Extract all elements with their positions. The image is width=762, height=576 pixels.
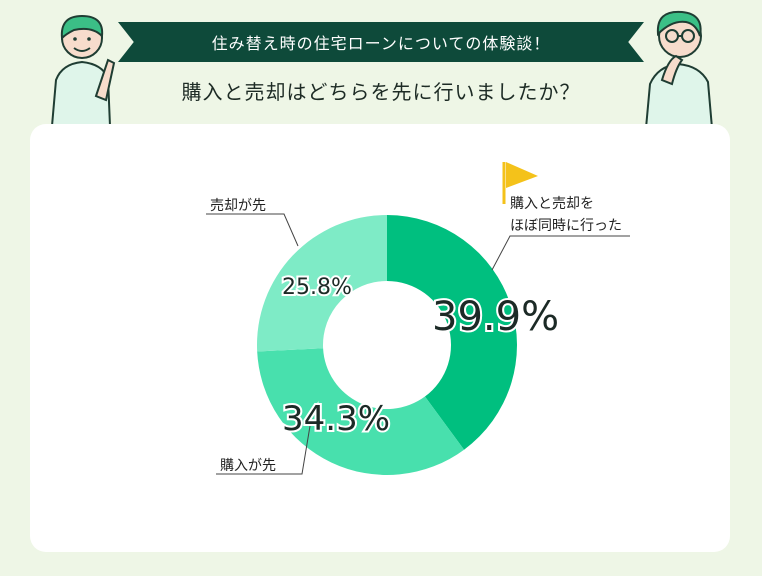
label-purchase-first: 購入が先 xyxy=(220,458,276,474)
chart-panel: 購入と売却を ほぼ同時に行った 購入が先 売却が先 39.9% 34.3% 25… xyxy=(30,124,730,552)
slice-sale-first xyxy=(257,215,387,352)
banner-text: 住み替え時の住宅ローンについての体験談！ xyxy=(211,34,551,53)
slice-simultaneous xyxy=(387,215,517,450)
flag-icon xyxy=(502,162,538,204)
man-thinking-icon xyxy=(638,4,720,132)
leader-line-sale-first xyxy=(206,213,299,247)
survey-banner: 住み替え時の住宅ローンについての体験談！ xyxy=(118,22,644,62)
survey-question: 購入と売却はどちらを先に行いましたか？ xyxy=(181,80,581,104)
slice-purchase-first xyxy=(257,348,465,475)
woman-pointing-icon xyxy=(44,8,122,130)
donut-chart: 購入と売却を ほぼ同時に行った 購入が先 売却が先 39.9% 34.3% 25… xyxy=(206,162,630,475)
percent-sale-first: 25.8% xyxy=(282,275,352,300)
label-simultaneous-line1: 購入と売却を xyxy=(510,196,594,212)
label-sale-first: 売却が先 xyxy=(210,198,266,214)
percent-purchase-first: 34.3% xyxy=(282,399,390,439)
label-simultaneous-line2: ほぼ同時に行った xyxy=(510,218,622,234)
percent-simultaneous: 39.9% xyxy=(432,294,559,340)
leader-line-purchase-first xyxy=(216,413,313,475)
leader-line-simultaneous xyxy=(491,235,630,271)
